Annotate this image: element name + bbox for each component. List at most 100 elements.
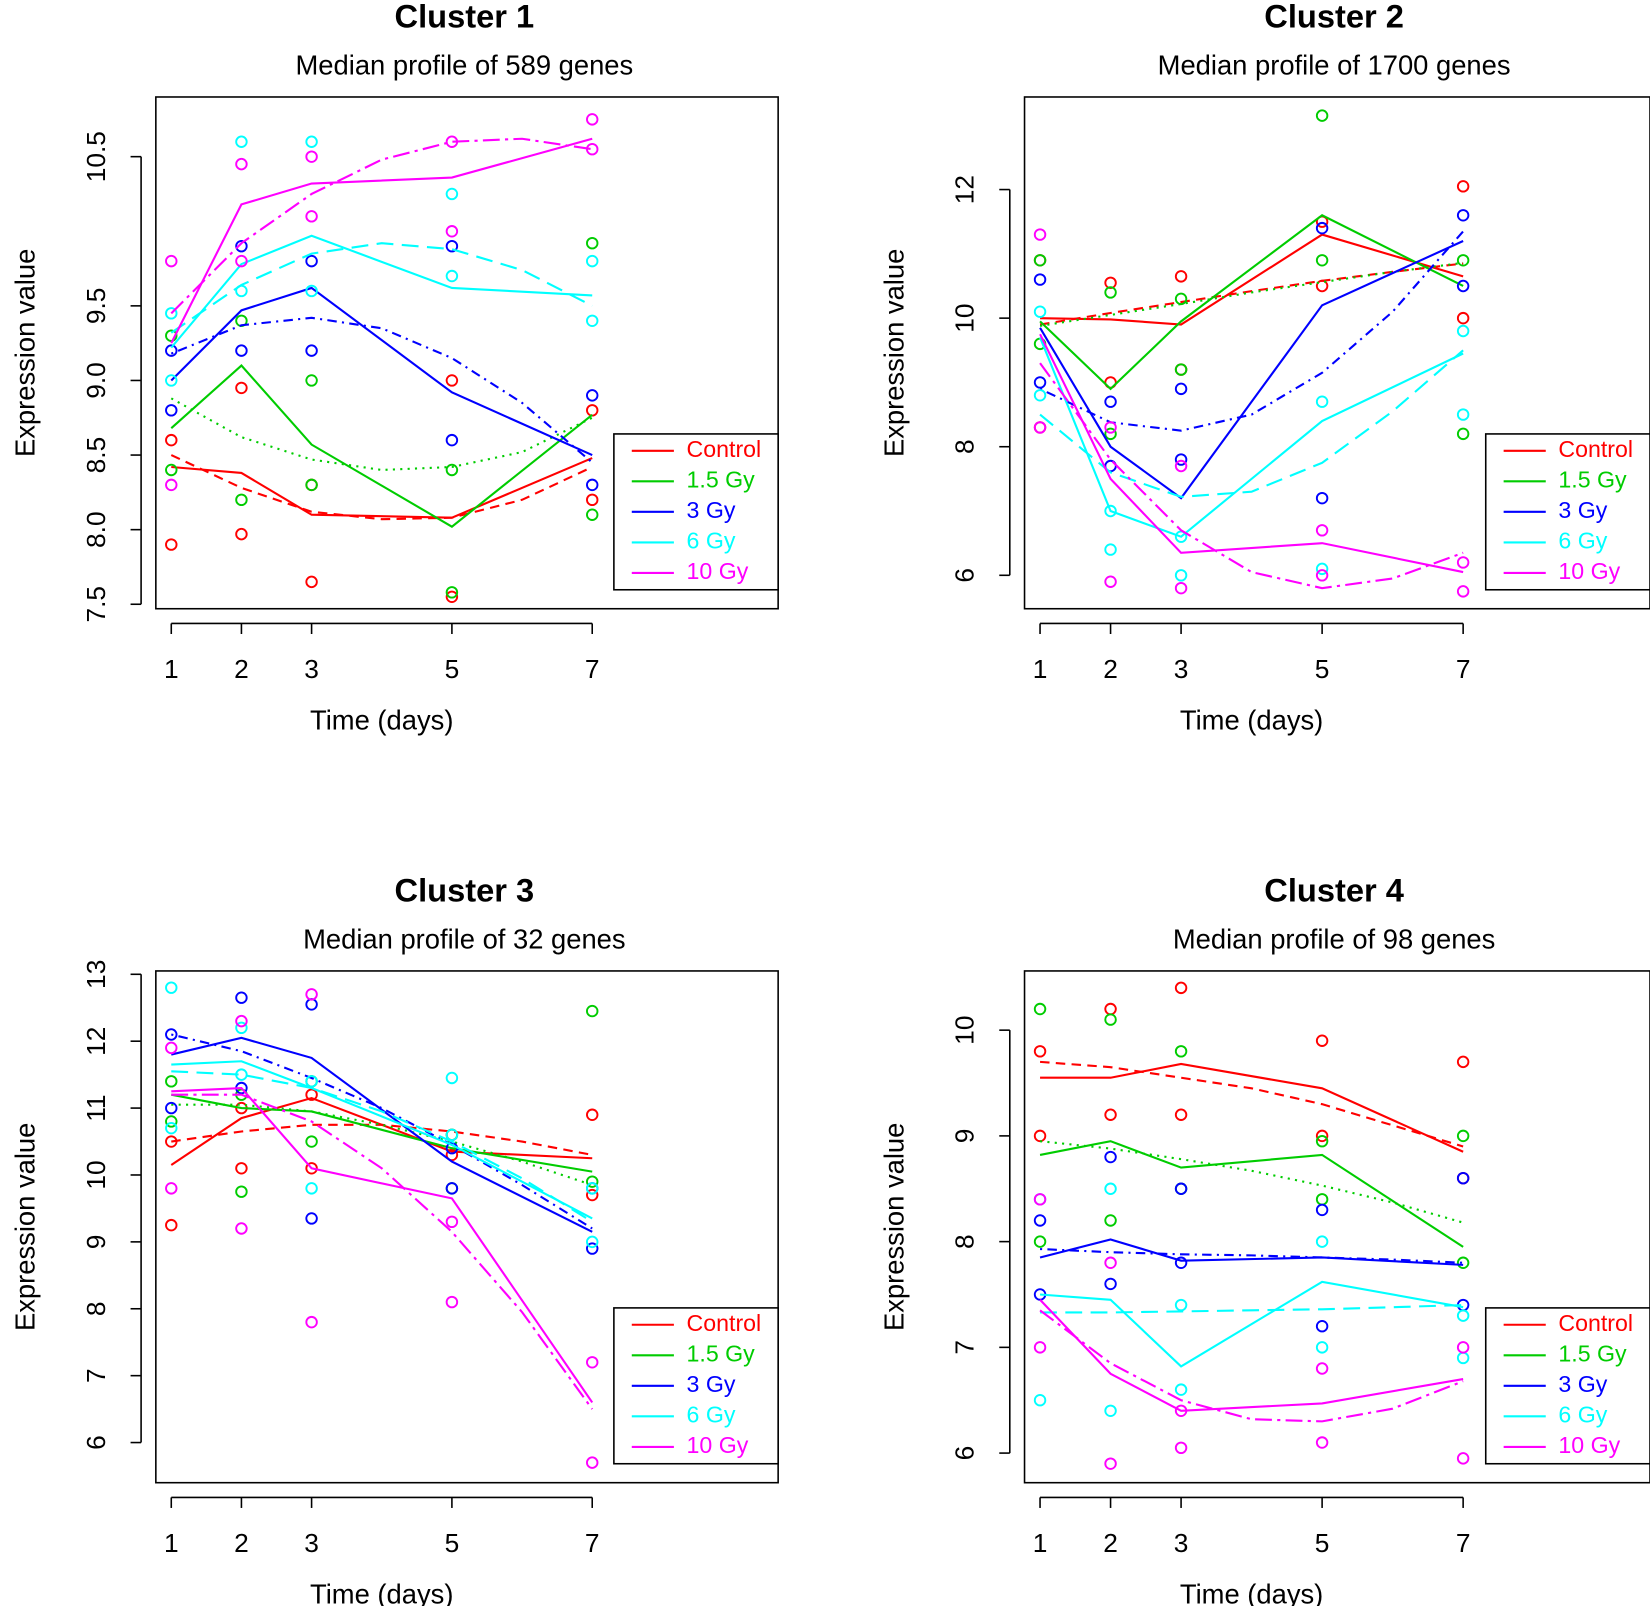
data-point bbox=[165, 1182, 178, 1195]
data-point bbox=[235, 381, 248, 395]
data-point bbox=[1456, 311, 1470, 325]
data-point bbox=[165, 1115, 178, 1128]
legend-label: 3 Gy bbox=[687, 497, 736, 523]
panel-title: Cluster 2 bbox=[1264, 0, 1404, 35]
panel-subtitle: Median profile of 589 genes bbox=[296, 50, 634, 81]
y-tick-label: 8.5 bbox=[81, 437, 111, 474]
median-line bbox=[1039, 1238, 1464, 1266]
x-tick-label: 1 bbox=[164, 654, 179, 684]
y-tick-label: 7.5 bbox=[81, 586, 111, 623]
x-tick-label: 7 bbox=[585, 1528, 600, 1558]
fit-curve bbox=[171, 1123, 593, 1156]
data-point bbox=[1174, 382, 1188, 396]
data-point bbox=[235, 1014, 248, 1028]
data-point bbox=[235, 527, 248, 541]
data-point bbox=[1456, 324, 1470, 338]
data-point bbox=[1456, 427, 1470, 441]
legend-label: 6 Gy bbox=[687, 528, 736, 554]
data-point bbox=[165, 1028, 178, 1041]
data-point bbox=[586, 113, 599, 126]
data-point bbox=[1104, 1457, 1117, 1470]
legend-label: Control bbox=[1558, 436, 1633, 462]
data-point bbox=[1033, 1235, 1047, 1248]
data-point bbox=[1033, 254, 1047, 267]
data-point bbox=[1174, 569, 1188, 582]
data-point bbox=[305, 344, 318, 357]
x-tick-label: 5 bbox=[1315, 654, 1330, 684]
data-point bbox=[586, 404, 599, 417]
data-point bbox=[1456, 1171, 1470, 1185]
data-point bbox=[1033, 228, 1047, 241]
fit-curve bbox=[1039, 261, 1464, 327]
data-point bbox=[1315, 1362, 1329, 1375]
data-point bbox=[1315, 254, 1329, 267]
y-tick-label: 8.0 bbox=[81, 511, 111, 548]
data-point bbox=[1315, 1341, 1329, 1354]
fit-curve bbox=[170, 454, 593, 521]
data-point bbox=[1174, 1182, 1188, 1195]
data-point bbox=[1315, 1034, 1329, 1047]
data-point bbox=[305, 284, 318, 298]
fit-curve bbox=[1039, 362, 1464, 590]
data-point bbox=[1456, 1256, 1470, 1269]
x-tick-label: 7 bbox=[1456, 1528, 1471, 1558]
median-line bbox=[1039, 333, 1464, 574]
x-tick-label: 5 bbox=[1315, 1528, 1330, 1558]
x-tick-label: 2 bbox=[1103, 654, 1118, 684]
data-point bbox=[445, 463, 459, 477]
panel-subtitle: Median profile of 1700 genes bbox=[1158, 50, 1511, 81]
x-tick-label: 3 bbox=[1174, 654, 1189, 684]
data-point bbox=[165, 463, 178, 477]
fit-curve bbox=[1039, 349, 1464, 498]
data-point bbox=[1033, 305, 1047, 318]
data-point bbox=[305, 988, 318, 1001]
data-point bbox=[165, 307, 178, 320]
data-point bbox=[1456, 1055, 1470, 1069]
data-point bbox=[1104, 504, 1117, 518]
data-point bbox=[305, 150, 318, 163]
fit-curve bbox=[170, 137, 593, 315]
data-point bbox=[445, 1148, 459, 1162]
data-point bbox=[445, 187, 459, 201]
data-point bbox=[445, 1071, 459, 1085]
data-point bbox=[445, 269, 459, 283]
data-point bbox=[165, 1075, 178, 1088]
y-tick-label: 6 bbox=[950, 1446, 980, 1461]
fit-curve bbox=[1039, 1309, 1464, 1423]
data-point bbox=[1315, 1129, 1329, 1143]
median-line bbox=[171, 1036, 593, 1233]
y-tick-label: 10.5 bbox=[81, 131, 111, 182]
plot-box bbox=[1023, 96, 1650, 610]
legend-label: 1.5 Gy bbox=[1558, 466, 1627, 492]
legend-label: Control bbox=[1558, 1310, 1633, 1336]
data-point bbox=[586, 1108, 599, 1121]
panel-subtitle: Median profile of 32 genes bbox=[303, 924, 625, 955]
data-point bbox=[445, 1215, 459, 1229]
y-axis-label: Expression value bbox=[878, 1123, 909, 1331]
median-line bbox=[170, 137, 593, 344]
fit-curve bbox=[171, 1093, 594, 1410]
data-point bbox=[1104, 543, 1117, 556]
x-tick-label: 5 bbox=[445, 1528, 460, 1558]
data-point bbox=[165, 981, 178, 994]
y-tick-label: 10 bbox=[950, 1016, 980, 1045]
legend-label: 10 Gy bbox=[687, 1432, 749, 1458]
y-tick-label: 6 bbox=[81, 1435, 111, 1450]
data-point bbox=[1315, 1134, 1329, 1148]
data-point bbox=[235, 991, 248, 1004]
data-point bbox=[1174, 459, 1188, 473]
data-point bbox=[1315, 1436, 1329, 1449]
panel: Cluster 2 Median profile of 1700 genes Tim… bbox=[878, 0, 1650, 736]
panel-title: Cluster 3 bbox=[395, 872, 535, 909]
data-point bbox=[235, 157, 248, 171]
x-axis-label: Time (days) bbox=[1180, 705, 1323, 736]
data-point bbox=[1315, 1319, 1329, 1333]
x-tick-label: 3 bbox=[1174, 1528, 1189, 1558]
fit-curve bbox=[1039, 1060, 1464, 1148]
data-point bbox=[1033, 376, 1047, 389]
data-point bbox=[1315, 221, 1329, 235]
data-point bbox=[586, 1242, 599, 1255]
x-axis-label: Time (days) bbox=[1180, 1579, 1323, 1606]
y-tick-label: 9.5 bbox=[81, 288, 111, 325]
median-line bbox=[171, 1060, 593, 1220]
